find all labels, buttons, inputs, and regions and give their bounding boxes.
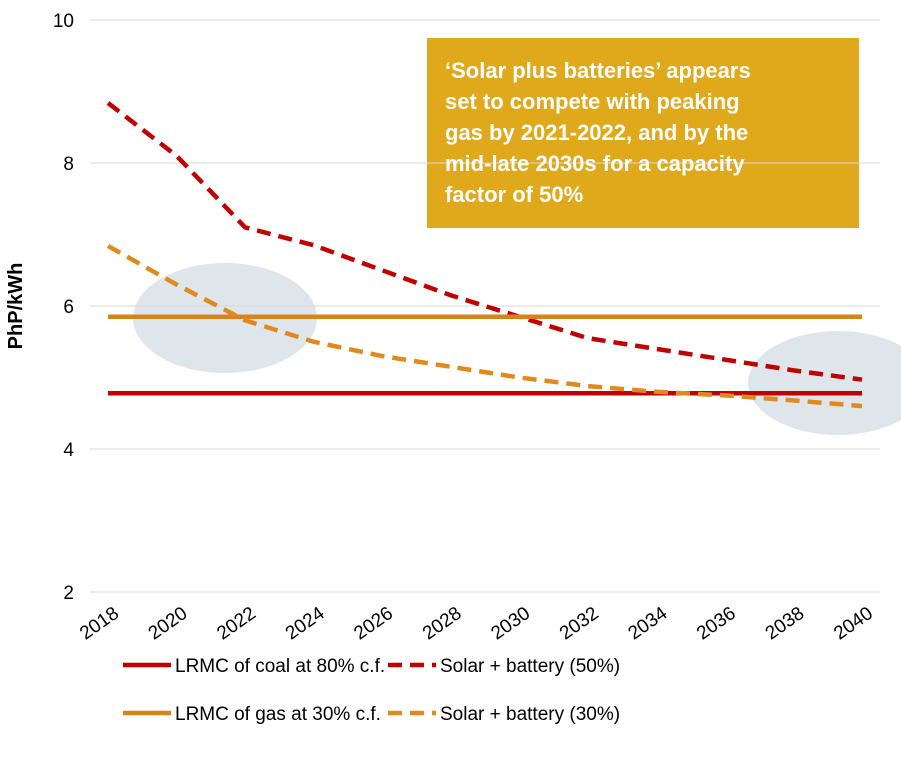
annotation-text: gas by 2021-2022, and by the [445,120,748,145]
x-tick-label: 2024 [282,603,329,645]
x-tick-label: 2038 [762,603,809,644]
annotation-box [427,38,859,228]
x-tick-label: 2026 [350,603,397,644]
y-tick-label: 2 [63,583,74,604]
highlight [748,331,901,435]
x-tick-label: 2040 [830,603,877,644]
legend-label: LRMC of coal at 80% c.f. [175,656,385,677]
x-tick-label: 2034 [625,603,672,645]
annotation-text: mid-late 2030s for a capacity [445,151,745,176]
x-tick-label: 2018 [76,603,123,644]
y-tick-label: 6 [63,297,74,318]
x-tick-label: 2036 [693,603,740,644]
annotation-text: set to compete with peaking [445,89,740,114]
y-tick-label: 10 [53,11,74,32]
x-tick-label: 2020 [145,603,192,644]
legend-label: Solar + battery (30%) [440,704,620,725]
annotation-text: ‘Solar plus batteries’ appears [445,58,751,83]
series-line [106,243,863,409]
legend-label: LRMC of gas at 30% c.f. [175,704,381,725]
y-tick-label: 4 [63,440,74,461]
legend-label: Solar + battery (50%) [440,656,620,677]
x-tick-label: 2032 [556,603,603,644]
y-tick-label: 8 [63,154,74,175]
x-tick-label: 2028 [419,603,466,644]
annotation-text: factor of 50% [445,182,583,207]
x-tick-label: 2022 [213,603,260,644]
y-axis-label: PhP/kWh [5,263,27,350]
x-tick-label: 2030 [487,603,534,644]
